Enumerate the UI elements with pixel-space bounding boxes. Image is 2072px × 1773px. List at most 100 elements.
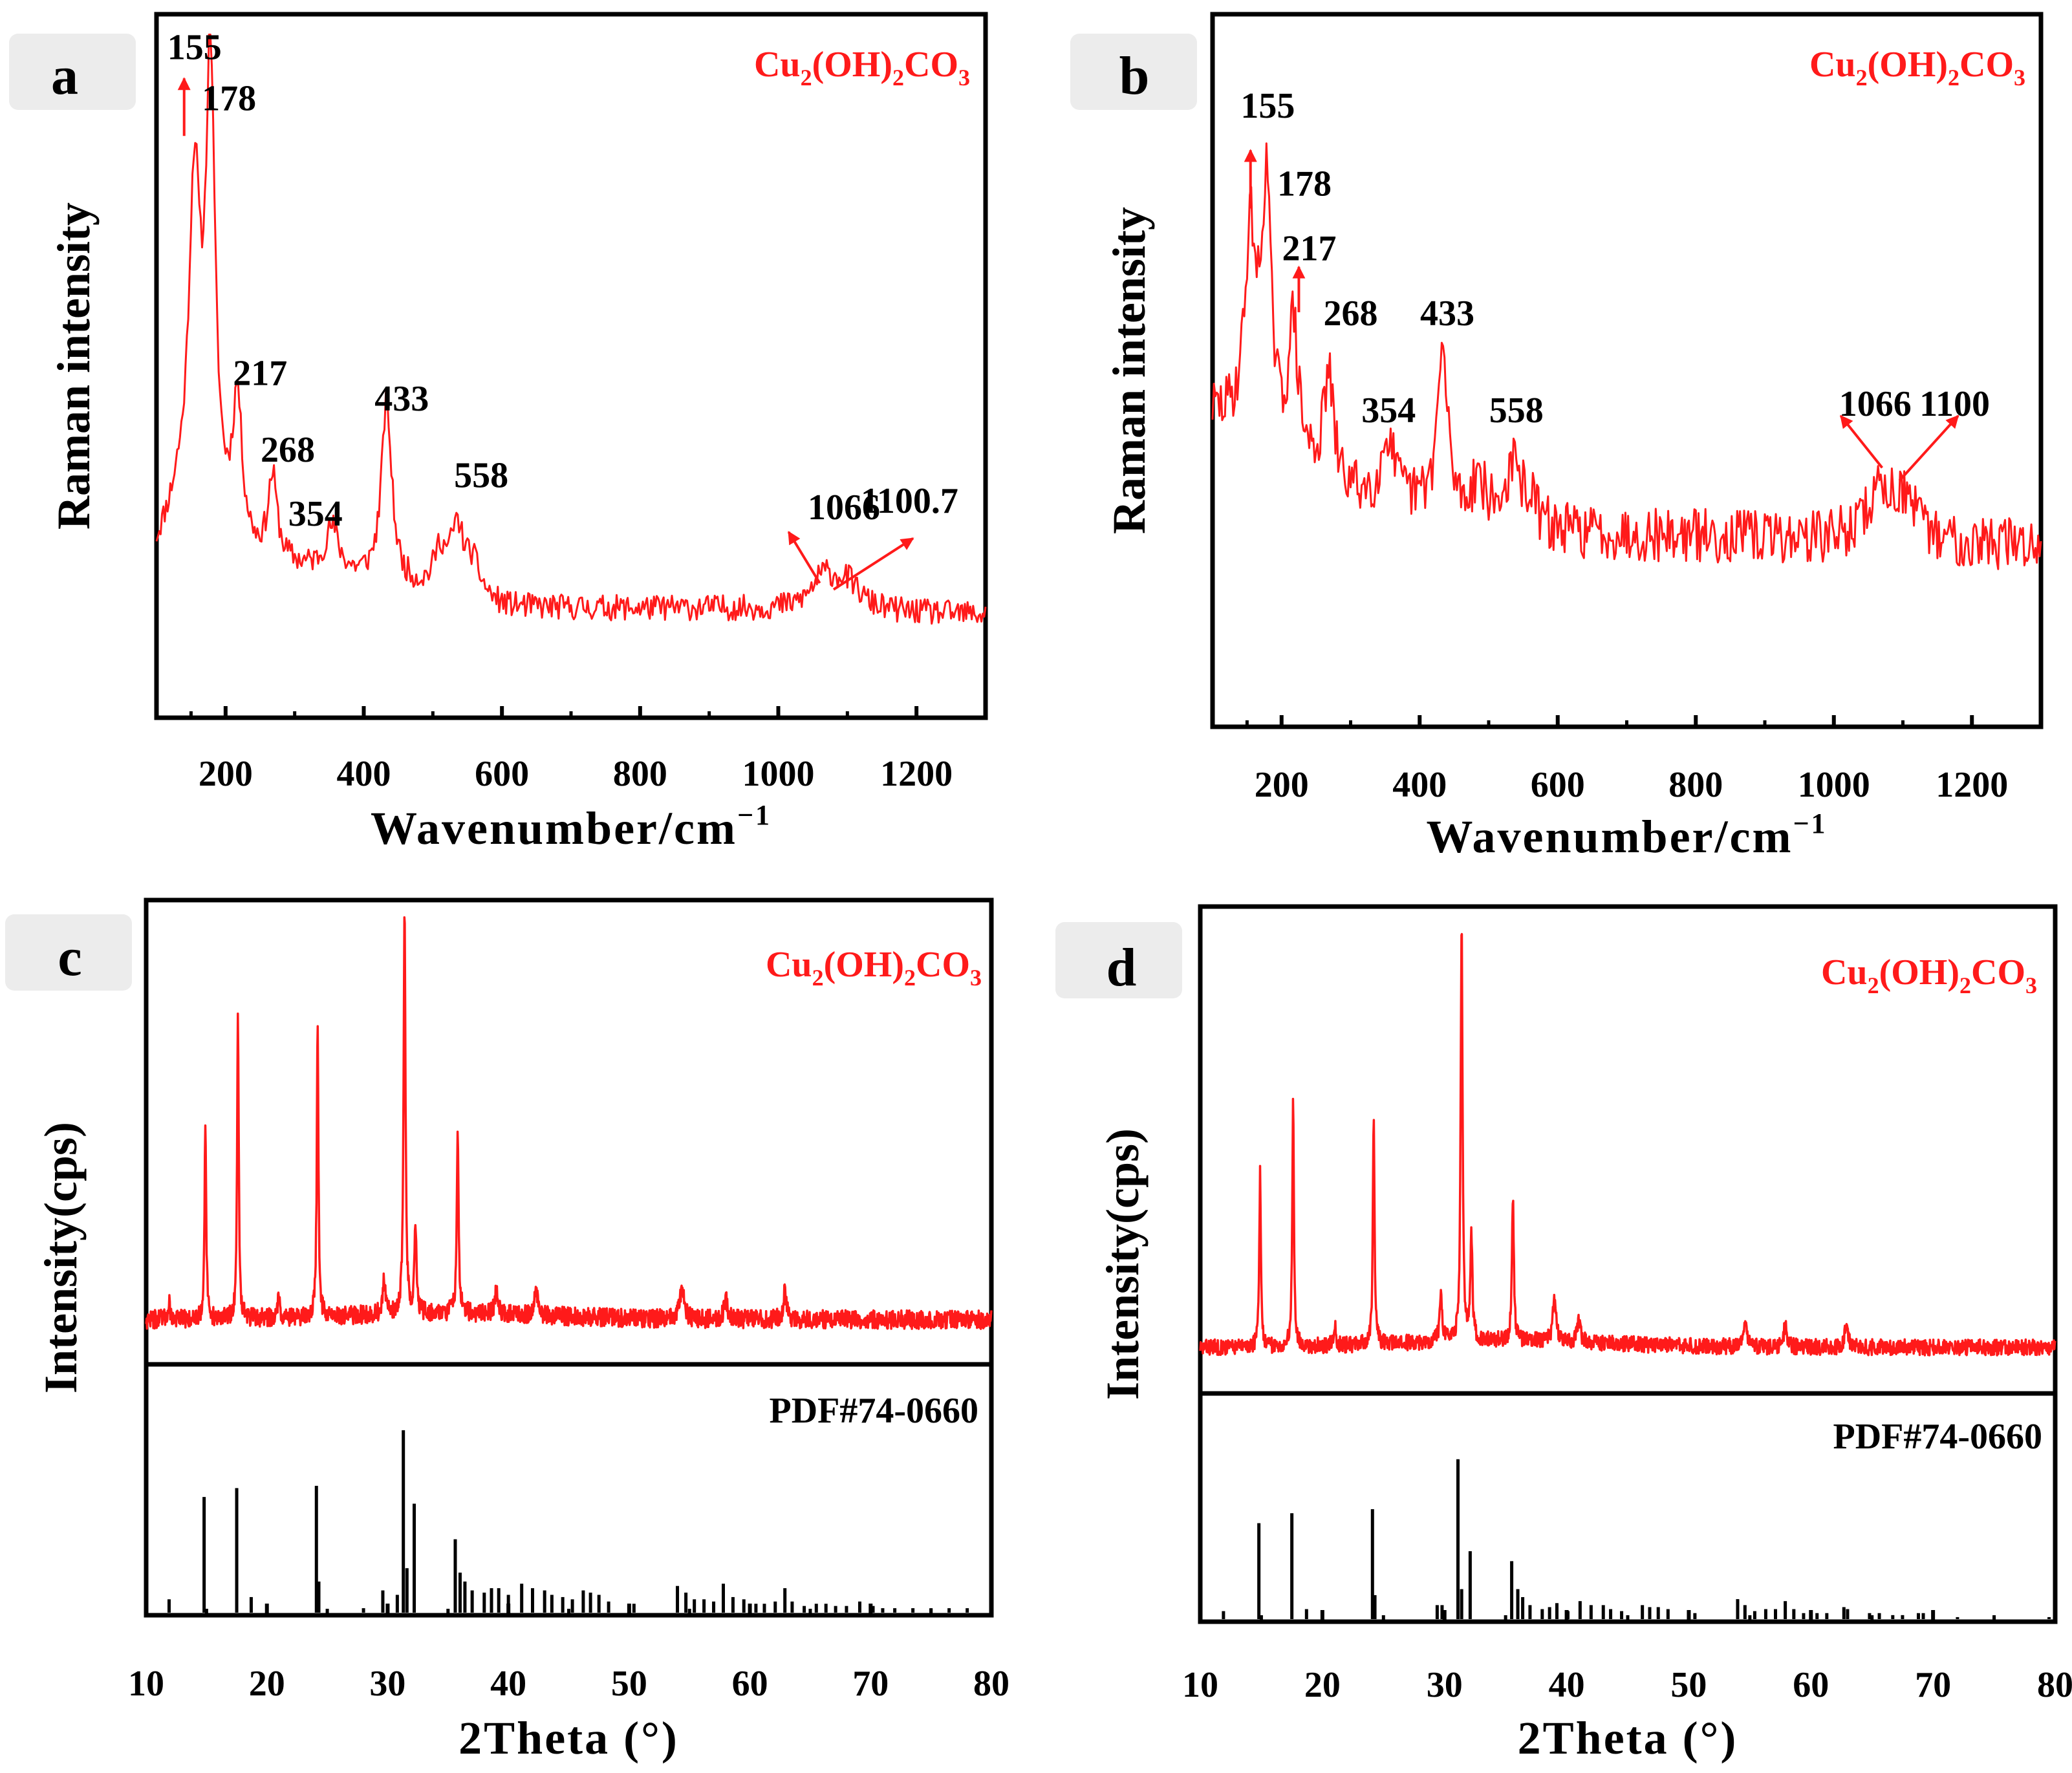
x-tick-label: 400 (337, 754, 391, 794)
x-tick-label: 40 (1549, 1665, 1585, 1705)
title-part: CO (904, 45, 958, 85)
x-tick-label: 50 (1670, 1665, 1707, 1705)
x-tick-label: 30 (369, 1664, 405, 1704)
peak-arrow (832, 537, 914, 591)
compound-title: Cu2(OH)2CO3 (1809, 45, 2025, 91)
x-tick-label: 10 (1182, 1665, 1218, 1705)
title-subscript: 2 (1959, 972, 1971, 998)
peak-label: 433 (374, 379, 429, 419)
panel-label: a (51, 46, 78, 106)
panel-label: c (58, 927, 81, 987)
y-axis-label: Raman intensity (1103, 207, 1155, 534)
title-part: Cu (1809, 45, 1856, 85)
y-axis-label: Intensity(cps) (1097, 1128, 1149, 1400)
x-tick-label: 400 (1392, 765, 1447, 805)
x-axis-label-text: 2Theta (°) (1518, 1712, 1738, 1764)
x-tick-label: 80 (973, 1664, 1009, 1704)
peak-label: 1066 (1839, 384, 1912, 424)
x-tick-label: 600 (1531, 765, 1585, 805)
peak-label: 268 (261, 430, 315, 470)
x-axis-label: Wavenumber/cm−1 (1426, 808, 1827, 863)
x-tick-label: 800 (1668, 765, 1723, 805)
x-axis-label-text: Wavenumber/cm (1426, 811, 1793, 863)
x-tick-label: 200 (1255, 765, 1309, 805)
x-tick-label: 70 (1915, 1665, 1951, 1705)
x-tick-label: 200 (199, 754, 253, 794)
x-axis-label-superscript: −1 (737, 799, 772, 831)
peak-label: 354 (1361, 391, 1416, 431)
x-tick-label: 60 (732, 1664, 768, 1704)
x-axis-label: 2Theta (°) (1518, 1712, 1738, 1764)
title-subscript: 2 (1948, 65, 1959, 91)
peak-label: 558 (454, 456, 508, 496)
peak-label: 155 (1240, 86, 1295, 126)
panel-label-badge (5, 914, 132, 991)
title-part: Cu (754, 45, 801, 85)
reference-card-label: PDF#74-0660 (1833, 1417, 2042, 1457)
title-subscript: 3 (958, 65, 970, 91)
compound-title: Cu2(OH)2CO3 (1821, 952, 2037, 998)
x-axis-label: 2Theta (°) (459, 1712, 679, 1764)
peak-label: 354 (288, 494, 343, 534)
plot-frame (1198, 904, 2058, 1624)
plot-frame (144, 897, 994, 1618)
x-tick-label: 40 (490, 1664, 526, 1704)
compound-title: Cu2(OH)2CO3 (766, 945, 982, 991)
x-tick-label: 20 (249, 1664, 285, 1704)
title-subscript: 2 (1856, 65, 1868, 91)
panel-c: c 10 20 30 40 50 60 70 80 2Theta (°) Intensity(cps… (5, 897, 1009, 1764)
title-part: (OH) (812, 45, 892, 85)
x-tick-label: 60 (1793, 1665, 1829, 1705)
title-part: (OH) (1879, 952, 1959, 993)
title-subscript: 2 (801, 65, 812, 91)
panel-label: b (1119, 46, 1150, 106)
x-tick-label: 70 (852, 1664, 889, 1704)
compound-title: Cu2(OH)2CO3 (754, 45, 970, 91)
x-tick-label: 800 (613, 754, 667, 794)
peak-arrow (1839, 414, 1884, 469)
x-tick-label: 1000 (742, 754, 815, 794)
xrd-measured-pattern (145, 916, 993, 1330)
title-part: Cu (766, 945, 812, 985)
peak-label: 178 (202, 79, 256, 119)
y-axis-label: Raman intensity (48, 202, 100, 530)
peak-label: 155 (167, 28, 222, 68)
peak-arrow (1898, 414, 1959, 482)
x-axis-label: Wavenumber/cm−1 (371, 799, 772, 854)
x-axis-label-superscript: −1 (1793, 808, 1827, 839)
panel-d: d 10 20 30 40 50 60 70 80 2Theta (°) Intensity(cps… (1055, 904, 2072, 1764)
raman-spectrum-line (1211, 142, 2042, 570)
peak-arrow (787, 531, 821, 584)
title-subscript: 3 (2025, 972, 2037, 998)
x-axis-label-text: 2Theta (°) (459, 1712, 679, 1764)
panel-b: b 200 400 600 800 1000 1200 Wavenumber/cm−1 Rama… (1070, 12, 2044, 863)
title-subscript: 2 (1868, 972, 1879, 998)
title-part: CO (1959, 45, 2014, 85)
title-subscript: 2 (904, 965, 916, 991)
x-tick-label: 600 (475, 754, 529, 794)
title-subscript: 3 (970, 965, 982, 991)
title-part: CO (916, 945, 970, 985)
y-axis-label: Intensity(cps) (35, 1122, 87, 1393)
x-tick-label: 20 (1304, 1665, 1341, 1705)
peak-label: 558 (1489, 391, 1544, 431)
panel-label-badge (1070, 34, 1197, 110)
title-subscript: 2 (892, 65, 904, 91)
title-part: CO (1971, 952, 2025, 993)
x-tick-label: 50 (611, 1664, 647, 1704)
title-subscript: 3 (2014, 65, 2025, 91)
x-tick-label: 30 (1427, 1665, 1463, 1705)
x-tick-label: 10 (128, 1664, 164, 1704)
peak-label: 217 (233, 354, 287, 394)
title-subscript: 2 (812, 965, 824, 991)
x-tick-label: 1200 (880, 754, 953, 794)
xrd-measured-pattern (1199, 932, 2056, 1357)
raman-spectrum-line (155, 34, 987, 625)
panel-label-badge (1055, 922, 1182, 998)
x-axis-label-text: Wavenumber/cm (371, 802, 737, 854)
panel-a: a 200 400 600 800 1000 1200 Wavenumber/cm−1 Rama… (9, 12, 988, 854)
x-tick-label: 1200 (1936, 765, 2008, 805)
x-tick-label: 1000 (1798, 765, 1870, 805)
peak-label: 217 (1282, 229, 1336, 269)
